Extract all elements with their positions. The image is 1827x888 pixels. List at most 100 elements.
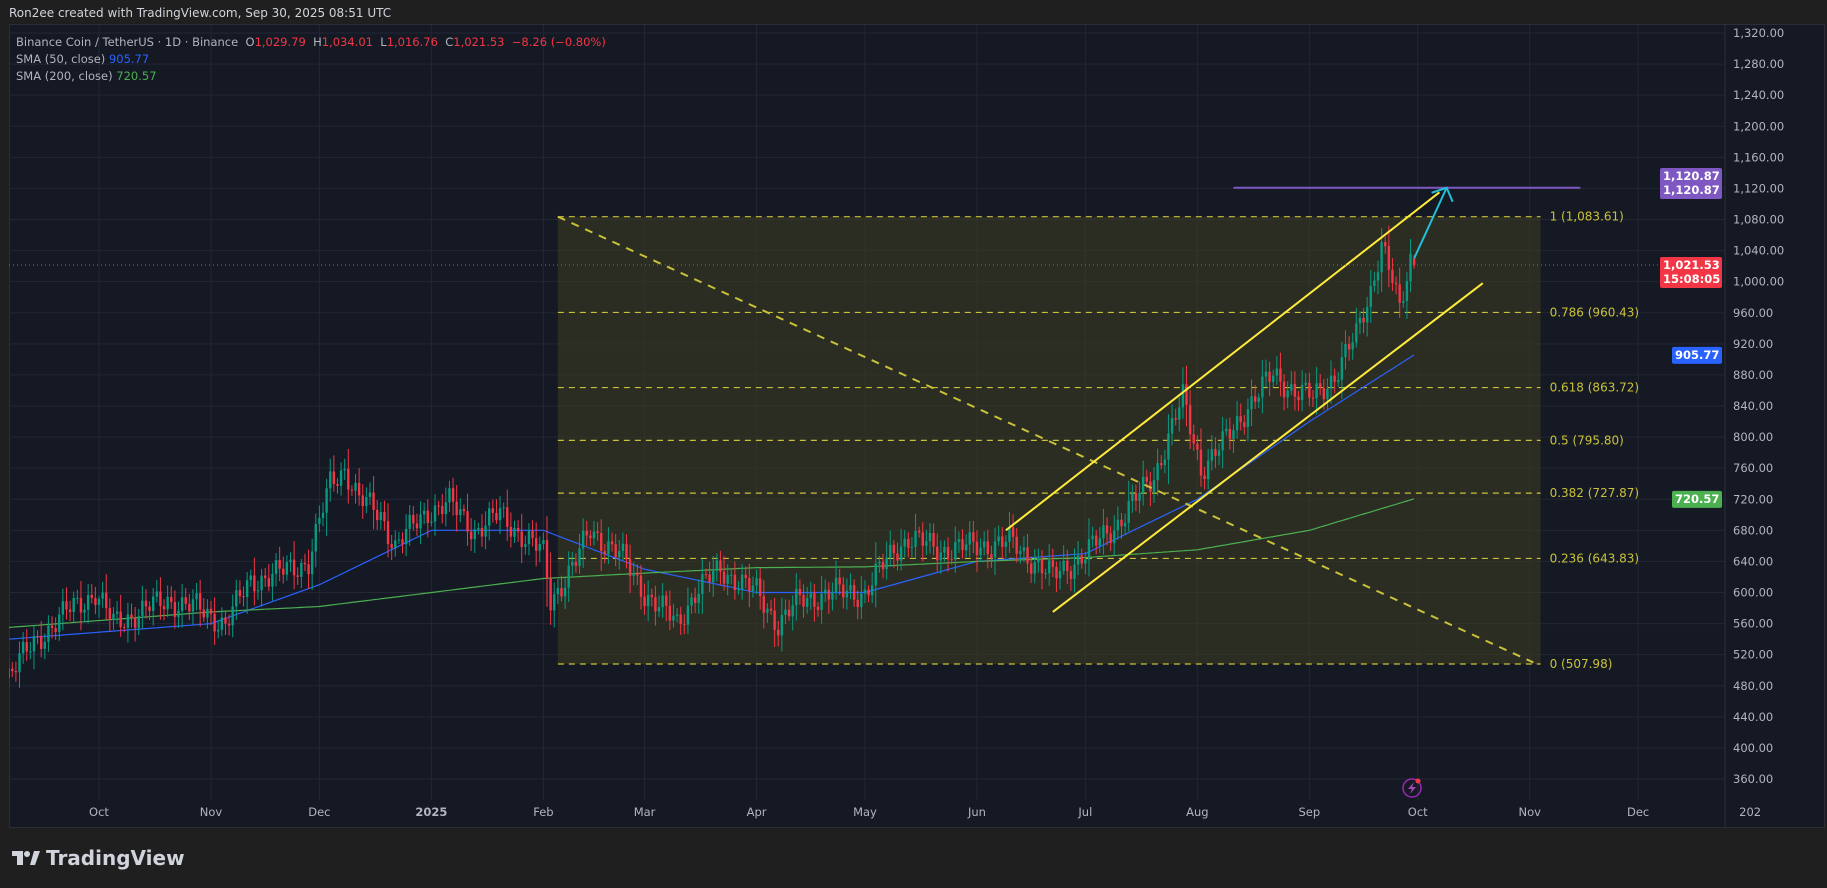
candle-body — [426, 510, 429, 523]
candle-body — [997, 536, 1000, 542]
candle-body — [740, 574, 744, 590]
candle — [1358, 311, 1362, 335]
candle — [9, 658, 10, 688]
candle-body — [1062, 560, 1065, 572]
candle-body — [831, 592, 834, 600]
x-tick-label: Oct — [1408, 805, 1428, 819]
candle-body — [816, 606, 820, 610]
tradingview-logo[interactable]: TradingView — [12, 846, 185, 870]
candle — [151, 587, 155, 626]
candle-body — [372, 492, 375, 510]
candle-body — [357, 482, 361, 496]
sma50-label: SMA (50, close) — [16, 52, 106, 66]
close-value: 1,021.53 — [453, 35, 505, 49]
candle-body — [636, 572, 639, 576]
candle — [1362, 308, 1365, 334]
candle-body — [18, 653, 21, 673]
candle-body — [824, 589, 827, 594]
candle-body — [542, 540, 545, 545]
sma200-row[interactable]: SMA (200, close) 720.57 — [16, 68, 606, 85]
candle-body — [712, 570, 715, 583]
candle-body — [1246, 409, 1250, 428]
candle-body — [563, 587, 567, 597]
y-tick-label: 1,160.00 — [1733, 150, 1784, 164]
candle-body — [592, 531, 596, 539]
candle-body — [422, 510, 426, 515]
candle-body — [1239, 416, 1242, 423]
candle-body — [838, 577, 841, 585]
candle — [1026, 533, 1029, 573]
candle-body — [943, 546, 946, 553]
candle-body — [777, 629, 780, 636]
candle-body — [1004, 541, 1008, 547]
candle — [592, 520, 596, 546]
y-tick-label: 720.00 — [1733, 492, 1773, 506]
candle — [712, 555, 715, 597]
candle — [245, 572, 249, 614]
candle-body — [1272, 375, 1275, 382]
candle — [1355, 307, 1358, 348]
candle — [1033, 549, 1036, 584]
candle — [910, 537, 914, 558]
candle — [105, 574, 108, 620]
candle-body — [1008, 527, 1011, 542]
candle-body — [1290, 384, 1293, 391]
candle-body — [730, 574, 733, 576]
candle-body — [105, 592, 108, 609]
candle-body — [1344, 344, 1347, 358]
candle-body — [318, 517, 321, 524]
candle — [1398, 267, 1401, 318]
candle — [791, 595, 794, 631]
candle — [730, 569, 733, 585]
candle-body — [1362, 317, 1365, 323]
candle — [502, 502, 505, 518]
candle — [755, 569, 758, 595]
candle — [1109, 526, 1112, 551]
candle — [1300, 370, 1304, 412]
sma50-row[interactable]: SMA (50, close) 905.77 — [16, 51, 606, 68]
candle-body — [719, 560, 722, 572]
candle-body — [1160, 463, 1163, 466]
candle-body — [885, 557, 888, 570]
candle — [278, 546, 281, 582]
candle-body — [939, 552, 943, 561]
open-value: 1,029.79 — [254, 35, 306, 49]
candle — [58, 606, 61, 641]
candle-body — [394, 540, 397, 549]
candle — [874, 542, 877, 608]
candle-body — [925, 541, 928, 546]
candle-body — [708, 574, 711, 583]
candle-body — [1376, 272, 1380, 281]
candle — [79, 580, 83, 631]
candle — [256, 580, 260, 600]
y-tick-label: 680.00 — [1733, 523, 1773, 537]
candle — [672, 603, 675, 628]
candle — [1337, 371, 1340, 387]
candle-body — [488, 508, 491, 526]
symbol-name[interactable]: Binance Coin / TetherUS · 1D · Binance — [16, 35, 239, 49]
candle-body — [1293, 384, 1297, 397]
candle-body — [1044, 573, 1047, 575]
candle — [296, 567, 299, 585]
candle-body — [1134, 493, 1138, 501]
candle — [1113, 515, 1116, 556]
candle — [1123, 513, 1127, 535]
candle-body — [339, 470, 343, 486]
plot-area: 1 (1,083.61) 0.786 (960.43) 0.618 (863.72)… — [9, 25, 1725, 800]
candle-body — [1250, 396, 1253, 410]
candle-body — [29, 651, 32, 653]
candle — [1015, 528, 1018, 563]
candle — [932, 523, 935, 556]
candle — [661, 583, 664, 618]
candle-body — [545, 540, 549, 579]
candle — [437, 500, 440, 516]
candle — [809, 581, 812, 610]
candle — [860, 576, 863, 620]
candle-body — [14, 671, 18, 673]
candle — [25, 629, 28, 661]
candle-body — [25, 641, 28, 652]
candle-body — [932, 533, 935, 547]
candle — [1008, 511, 1011, 554]
candle — [708, 561, 711, 592]
